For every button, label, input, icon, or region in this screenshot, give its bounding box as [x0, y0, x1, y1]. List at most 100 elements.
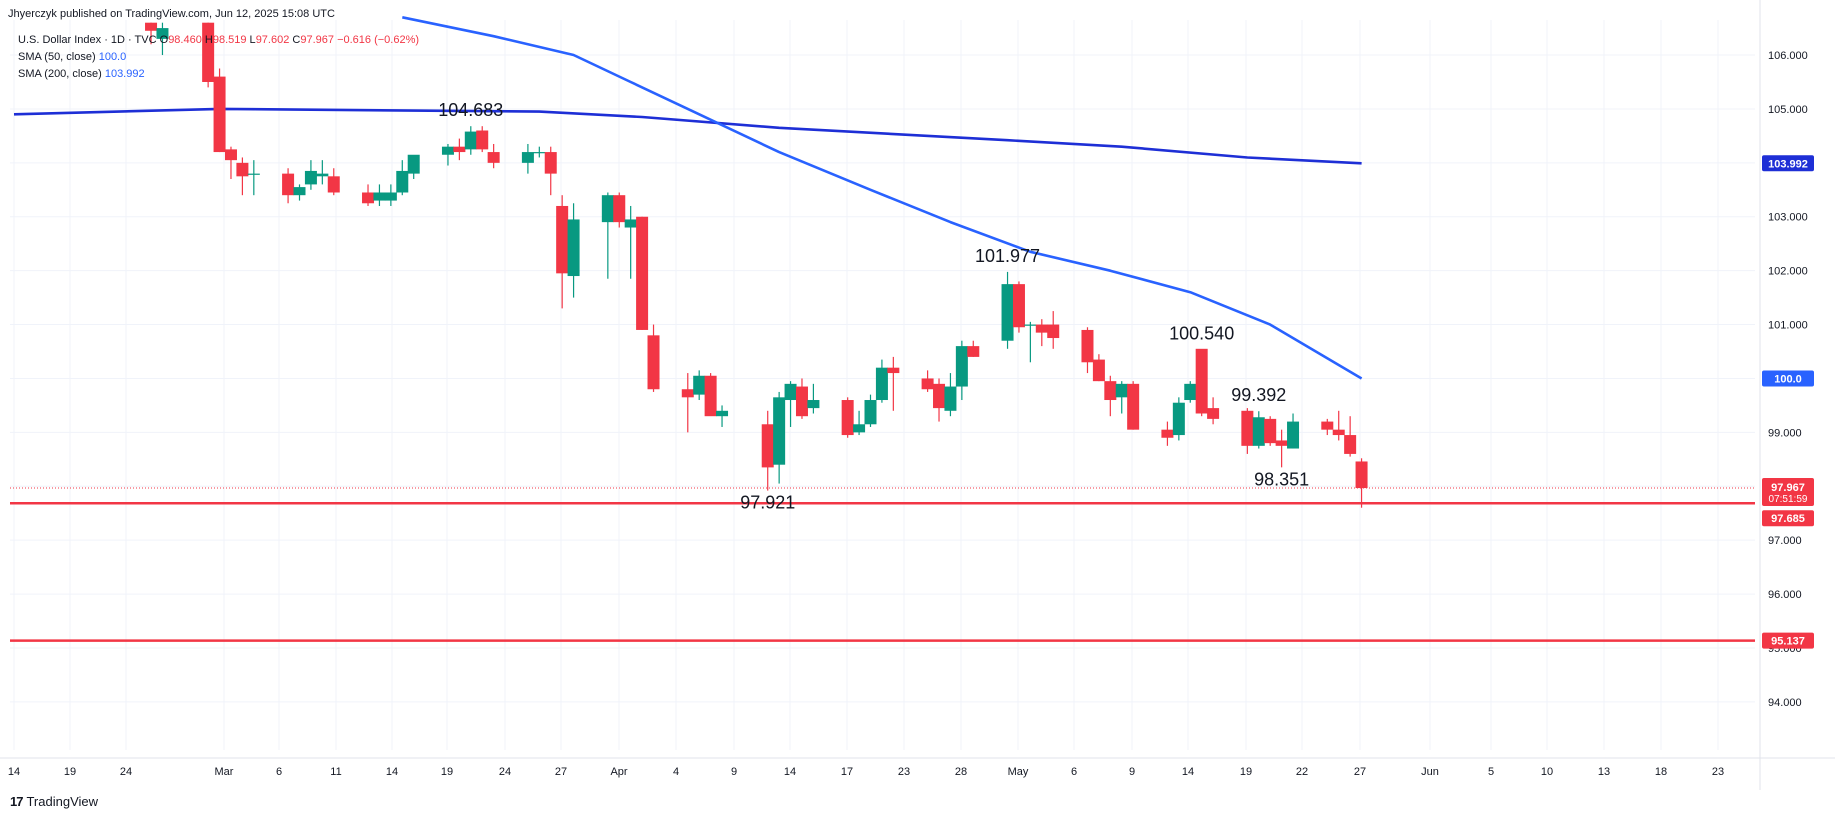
- candle-body[interactable]: [681, 389, 694, 398]
- candle-body[interactable]: [704, 375, 717, 417]
- sma200-line[interactable]: [13, 107, 1362, 165]
- candle-body[interactable]: [476, 130, 489, 150]
- candle-body[interactable]: [213, 76, 226, 153]
- y-tick-label: 106.000: [1768, 50, 1808, 62]
- candle-body[interactable]: [567, 219, 580, 277]
- candle-body[interactable]: [1344, 435, 1357, 454]
- candle-body[interactable]: [1092, 359, 1105, 382]
- candle-body[interactable]: [556, 205, 569, 274]
- ohlc-key-c: C: [289, 34, 301, 46]
- candle-body[interactable]: [236, 162, 249, 177]
- last-price-badge[interactable]: [1762, 478, 1814, 507]
- candle-body[interactable]: [1287, 421, 1300, 449]
- candle-body[interactable]: [967, 346, 980, 357]
- candle-body[interactable]: [1252, 417, 1265, 446]
- price-annotation: 98.351: [1254, 469, 1309, 489]
- candle-body[interactable]: [933, 383, 946, 409]
- candle-body[interactable]: [887, 367, 900, 374]
- candle-body[interactable]: [362, 192, 375, 204]
- candle-body[interactable]: [841, 400, 854, 436]
- ohlc-value-c: 97.967: [300, 34, 334, 46]
- price-annotation: 104.683: [438, 100, 503, 120]
- candle-body[interactable]: [1184, 383, 1197, 401]
- sma200-legend[interactable]: SMA (200, close) 103.992: [18, 68, 145, 80]
- tradingview-brand[interactable]: 17 TradingView: [10, 794, 98, 809]
- candle-body[interactable]: [1115, 383, 1128, 398]
- candle-body[interactable]: [1332, 429, 1345, 436]
- candle-body[interactable]: [521, 152, 534, 163]
- candle-body[interactable]: [1264, 418, 1277, 444]
- level-price-badge-label: 95.137: [1771, 636, 1805, 648]
- candle-body[interactable]: [1035, 324, 1048, 333]
- candle-body[interactable]: [921, 378, 934, 390]
- candle-body[interactable]: [864, 400, 877, 425]
- candle-body[interactable]: [1127, 383, 1140, 430]
- candle-body[interactable]: [327, 176, 340, 193]
- candle-body[interactable]: [1195, 348, 1208, 414]
- x-tick-label: 19: [64, 766, 76, 778]
- sma50-legend[interactable]: SMA (50, close) 100.0: [18, 51, 126, 63]
- candle-body[interactable]: [396, 170, 409, 193]
- candle-body[interactable]: [1275, 440, 1288, 446]
- sma50-price-badge[interactable]: [1762, 370, 1814, 387]
- candle-body[interactable]: [1355, 461, 1368, 489]
- candle-body[interactable]: [316, 173, 329, 177]
- candle-body[interactable]: [613, 195, 626, 223]
- price-annotation: 100.540: [1169, 323, 1234, 343]
- x-tick-label: Apr: [610, 766, 627, 778]
- candle-body[interactable]: [1161, 429, 1174, 438]
- candle-body[interactable]: [795, 386, 808, 417]
- y-tick-label: 105.000: [1768, 104, 1808, 116]
- candle-body[interactable]: [544, 152, 557, 174]
- candle-body[interactable]: [693, 375, 706, 395]
- level-price-badge[interactable]: [1762, 632, 1814, 649]
- candle-body[interactable]: [773, 397, 786, 465]
- candle-body[interactable]: [282, 173, 295, 196]
- candle-body[interactable]: [293, 187, 306, 196]
- candle-body[interactable]: [716, 410, 729, 417]
- candle-body[interactable]: [224, 149, 237, 161]
- symbol-name[interactable]: U.S. Dollar Index · 1D · TVC: [18, 34, 157, 46]
- candle-body[interactable]: [533, 152, 546, 154]
- candle-body[interactable]: [407, 154, 420, 174]
- candle-body[interactable]: [1207, 408, 1220, 419]
- candle-body[interactable]: [955, 346, 968, 387]
- candle-body[interactable]: [1104, 381, 1117, 401]
- candle-body[interactable]: [944, 386, 957, 411]
- candle-body[interactable]: [156, 28, 169, 39]
- level-price-badge[interactable]: [1762, 510, 1814, 527]
- candle-body[interactable]: [247, 173, 260, 175]
- candle-body[interactable]: [384, 192, 397, 201]
- candle-body[interactable]: [1321, 421, 1334, 430]
- sma50-line[interactable]: [402, 16, 1363, 380]
- candle-body[interactable]: [373, 192, 386, 201]
- candle-body[interactable]: [875, 367, 888, 401]
- sma200-price-badge[interactable]: [1762, 155, 1814, 172]
- x-tick-label: 18: [1655, 766, 1667, 778]
- candle-body[interactable]: [647, 335, 660, 390]
- candle-body[interactable]: [1241, 410, 1254, 446]
- candle-body[interactable]: [145, 22, 158, 31]
- candle-body[interactable]: [784, 383, 797, 401]
- x-tick-label: 4: [673, 766, 679, 778]
- candle-body[interactable]: [1172, 402, 1185, 436]
- candle-body[interactable]: [1024, 324, 1037, 326]
- candle-body[interactable]: [624, 219, 637, 228]
- candle-body[interactable]: [487, 152, 500, 163]
- candle-body[interactable]: [807, 400, 820, 409]
- candle-body[interactable]: [1047, 324, 1060, 339]
- candle-body[interactable]: [1012, 284, 1025, 328]
- candle-body[interactable]: [853, 424, 866, 433]
- candle-body[interactable]: [453, 146, 466, 153]
- candle-body[interactable]: [1001, 284, 1014, 341]
- candle-body[interactable]: [636, 216, 649, 330]
- candle-body[interactable]: [304, 170, 317, 185]
- candle-body[interactable]: [1081, 329, 1094, 363]
- candle-body[interactable]: [761, 424, 774, 468]
- candle-body[interactable]: [464, 131, 477, 150]
- candle-body[interactable]: [441, 146, 454, 155]
- candle-body[interactable]: [601, 195, 614, 223]
- candle-body[interactable]: [202, 22, 215, 82]
- price-annotation: 97.921: [740, 493, 795, 513]
